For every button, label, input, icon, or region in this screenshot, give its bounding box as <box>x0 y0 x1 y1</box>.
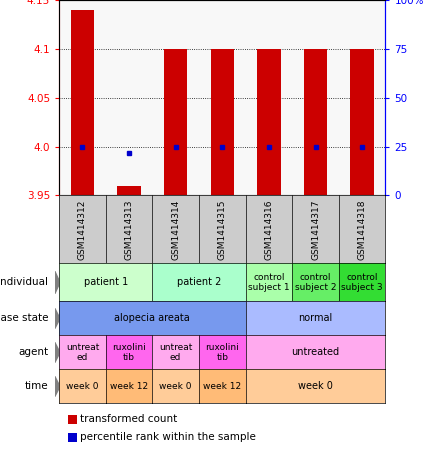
Text: disease state: disease state <box>0 313 48 323</box>
Text: time: time <box>25 381 48 391</box>
Text: GSM1414313: GSM1414313 <box>124 199 134 260</box>
Text: week 0: week 0 <box>66 382 99 391</box>
Text: control
subject 1: control subject 1 <box>248 273 290 292</box>
Bar <box>117 186 141 196</box>
Text: control
subject 2: control subject 2 <box>295 273 336 292</box>
Text: GSM1414317: GSM1414317 <box>311 199 320 260</box>
Text: GSM1414314: GSM1414314 <box>171 199 180 260</box>
Text: GSM1414315: GSM1414315 <box>218 199 227 260</box>
Text: normal: normal <box>298 313 332 323</box>
Bar <box>164 49 187 196</box>
Bar <box>350 49 374 196</box>
Text: untreat
ed: untreat ed <box>159 343 192 362</box>
Bar <box>211 49 234 196</box>
Text: GSM1414312: GSM1414312 <box>78 199 87 260</box>
Text: untreated: untreated <box>291 347 339 357</box>
Text: alopecia areata: alopecia areata <box>114 313 190 323</box>
Text: percentile rank within the sample: percentile rank within the sample <box>80 432 256 442</box>
Text: patient 1: patient 1 <box>84 278 128 288</box>
Text: week 0: week 0 <box>298 381 333 391</box>
Polygon shape <box>55 342 60 363</box>
Text: week 12: week 12 <box>110 382 148 391</box>
Text: agent: agent <box>18 347 48 357</box>
Text: individual: individual <box>0 278 48 288</box>
Text: week 0: week 0 <box>159 382 192 391</box>
Text: control
subject 3: control subject 3 <box>341 273 383 292</box>
Text: week 12: week 12 <box>203 382 241 391</box>
Polygon shape <box>55 376 60 397</box>
Text: GSM1414318: GSM1414318 <box>358 199 367 260</box>
Text: patient 2: patient 2 <box>177 278 221 288</box>
Text: transformed count: transformed count <box>80 414 177 424</box>
Text: untreat
ed: untreat ed <box>66 343 99 362</box>
Bar <box>304 49 327 196</box>
Text: ruxolini
tib: ruxolini tib <box>205 343 239 362</box>
Text: GSM1414316: GSM1414316 <box>265 199 273 260</box>
Bar <box>71 10 94 196</box>
Bar <box>257 49 281 196</box>
Polygon shape <box>55 308 60 329</box>
Polygon shape <box>55 271 60 294</box>
Text: ruxolini
tib: ruxolini tib <box>112 343 146 362</box>
